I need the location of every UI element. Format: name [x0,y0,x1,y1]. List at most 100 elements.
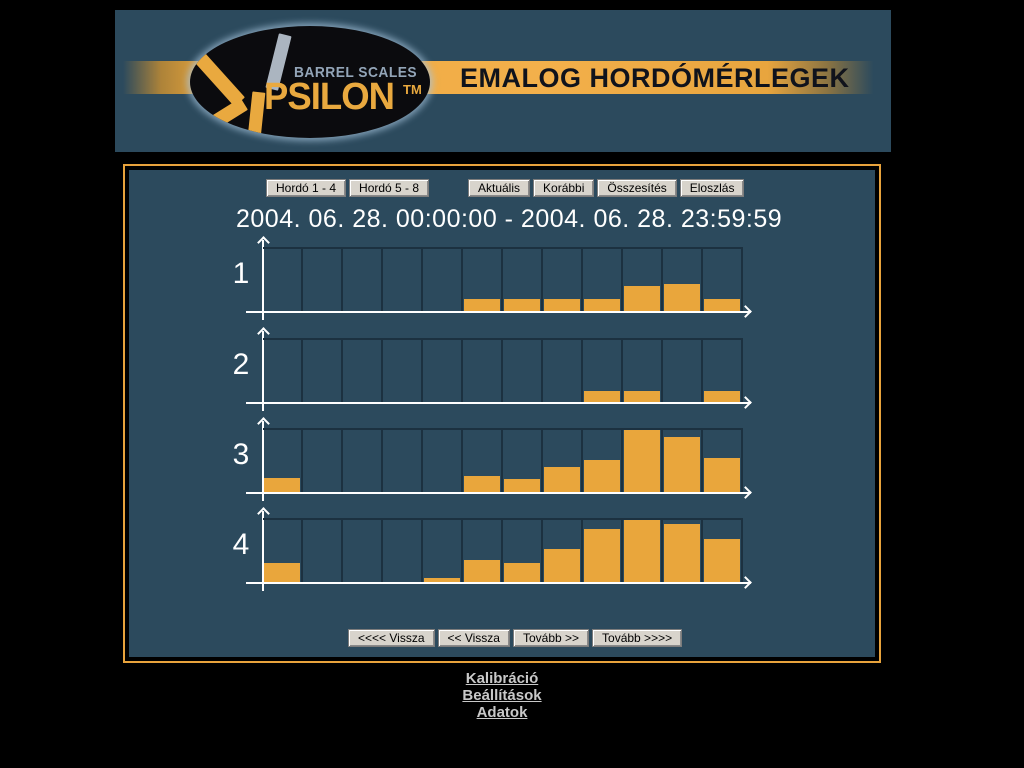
grid-cell [263,430,303,492]
grid-cell [583,520,623,582]
grid-cell [503,430,543,492]
bar [624,430,660,492]
grid-cell [543,249,583,311]
chart-row-3: 3 [129,417,875,518]
beallitasok-link[interactable]: Beállítások [462,687,542,704]
bar [264,563,300,582]
x-axis [246,402,751,404]
osszesites-button[interactable]: Összesítés [597,179,677,197]
bar [664,524,700,582]
grid-cell [503,520,543,582]
bar [544,299,580,311]
grid-cell [703,249,743,311]
grid-cell [543,430,583,492]
grid-cell [623,520,663,582]
logo-y-stem-icon [247,91,266,138]
bar [504,299,540,311]
grid-cell [343,520,383,582]
logo-trademark: TM [403,82,422,97]
view-button-group: Aktuális Korábbi Összesítés Eloszlás [468,179,745,197]
back-fast-button[interactable]: <<<< Vissza [348,629,435,647]
grid-cell [463,520,503,582]
bar [704,458,740,492]
hordo-1-4-button[interactable]: Hordó 1 - 4 [266,179,347,197]
grid-cell [303,430,343,492]
bar-plot-2 [263,338,743,402]
grid-cell [703,430,743,492]
y-axis [262,421,264,501]
bar-plot-1 [263,247,743,311]
grid-cell [303,520,343,582]
hordo-5-8-button[interactable]: Hordó 5 - 8 [349,179,430,197]
grid-cell [343,340,383,402]
bar [464,299,500,311]
grid-cell [383,340,423,402]
grid-cell [543,340,583,402]
x-axis [246,492,751,494]
bar [464,476,500,492]
aktualis-button[interactable]: Aktuális [468,179,531,197]
grid-cell [663,520,703,582]
chart-row-1: 1 [129,236,875,337]
grid-cell [543,520,583,582]
bar [504,563,540,582]
bar [704,539,740,582]
bar [464,560,500,582]
logo-ypsilon-text: PSILON [264,76,395,118]
grid-cell [343,430,383,492]
bar [704,299,740,311]
adatok-link[interactable]: Adatok [476,704,528,721]
grid-cell [303,340,343,402]
forward-button[interactable]: Tovább >> [512,629,590,647]
y-axis [262,331,264,411]
grid-cell [303,249,343,311]
grid-cell [383,430,423,492]
grid-cell [263,520,303,582]
grid-cell [463,249,503,311]
x-axis [246,311,751,313]
grid-cell [263,249,303,311]
app-title: EMALOG HORDÓMÉRLEGEK [460,63,850,93]
chart-label-4: 4 [232,528,250,561]
grid-cell [423,520,463,582]
x-axis [246,582,751,584]
grid-cell [663,340,703,402]
korabbi-button[interactable]: Korábbi [533,179,595,197]
y-axis [262,511,264,591]
grid-cell [503,340,543,402]
bar-plot-4 [263,518,743,582]
eloszlas-button[interactable]: Eloszlás [679,179,745,197]
chart-row-2: 2 [129,327,875,428]
grid-cell [423,249,463,311]
grid-cell [583,340,623,402]
bar [504,479,540,492]
main-panel: Hordó 1 - 4 Hordó 5 - 8 Aktuális Korábbi… [123,164,881,663]
date-range-title: 2004. 06. 28. 00:00:00 - 2004. 06. 28. 2… [236,205,783,233]
chart-row-4: 4 [129,507,875,608]
grid-cell [383,249,423,311]
grid-cell [583,430,623,492]
grid-cell [623,340,663,402]
bar [664,284,700,311]
bar [544,549,580,582]
grid-cell [663,249,703,311]
grid-cell [703,520,743,582]
y-axis [262,240,264,320]
grid-cell [583,249,623,311]
bar [704,391,740,402]
bar [584,299,620,311]
grid-cell [463,430,503,492]
forward-fast-button[interactable]: Tovább >>>> [592,629,683,647]
bar [584,529,620,582]
chart-label-3: 3 [232,438,250,471]
footer-links: Kalibráció Beállítások Adatok [123,670,881,721]
back-button[interactable]: << Vissza [437,629,510,647]
grid-cell [263,340,303,402]
bar [424,578,460,582]
ypsilon-logo: BARREL SCALES PSILON TM [190,26,430,138]
kalibracio-link[interactable]: Kalibráció [465,670,539,687]
bar [264,478,300,492]
chart-label-2: 2 [232,348,250,381]
bar [584,391,620,402]
grid-cell [423,340,463,402]
